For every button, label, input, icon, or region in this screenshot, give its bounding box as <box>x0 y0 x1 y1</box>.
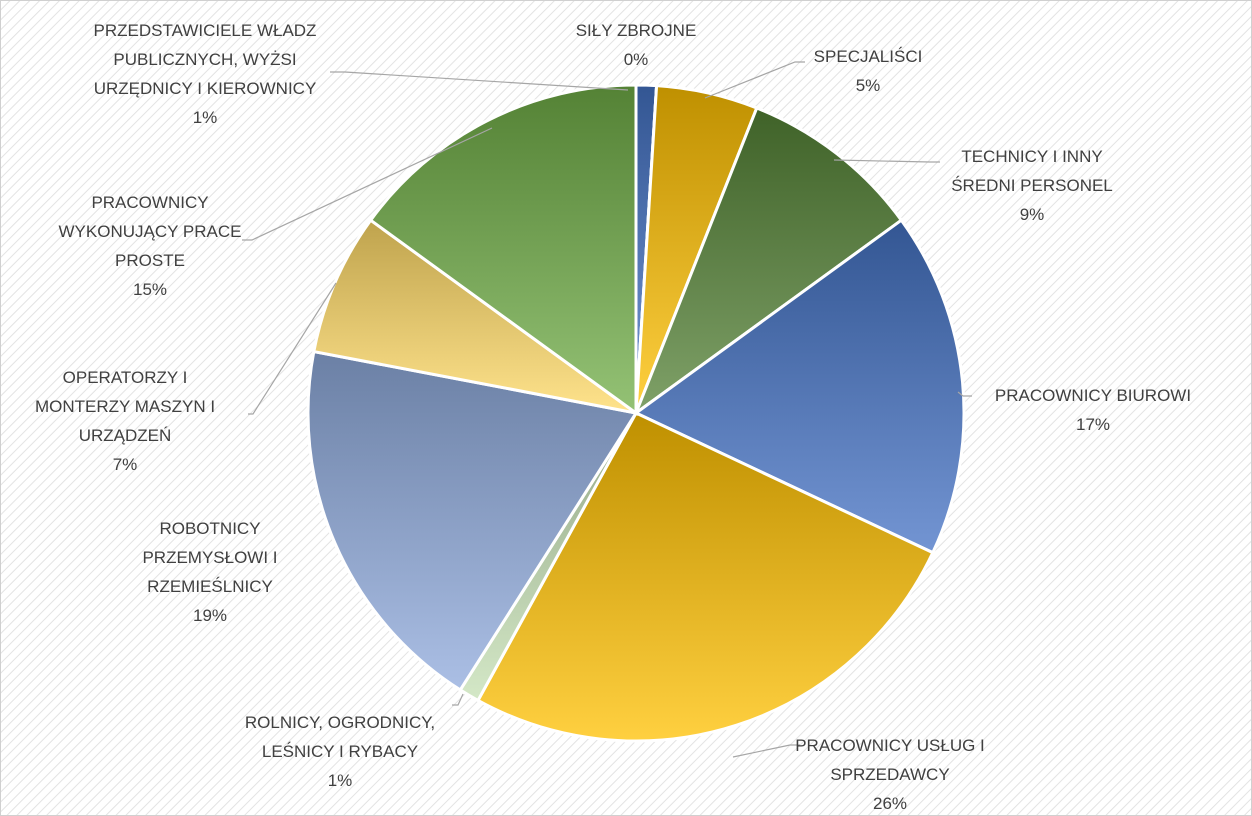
category-label: ROLNICY, OGRODNICY, LEŚNICY I RYBACY <box>244 713 436 761</box>
category-label: SIŁY ZBROJNE <box>575 21 697 40</box>
category-label: PRACOWNICY WYKONUJĄCY PRACE PROSTE <box>58 193 242 270</box>
data-label: TECHNICY I INNY ŚREDNI PERSONEL 9% <box>927 142 1137 229</box>
pie-slice <box>633 218 966 555</box>
category-label: TECHNICY I INNY ŚREDNI PERSONEL <box>951 147 1113 195</box>
data-label: PRACOWNICY BIUROWI 17% <box>963 381 1223 439</box>
value-label: 1% <box>327 771 353 790</box>
category-label: SPECJALIŚCI <box>813 47 923 66</box>
value-label: 26% <box>872 794 908 813</box>
value-label: 9% <box>1019 205 1045 224</box>
pie-slice <box>312 218 637 415</box>
category-label: ROBOTNICY PRZEMYSŁOWI I RZEMIEŚLNICY <box>142 519 278 596</box>
leader-lines <box>242 61 972 758</box>
value-label: 7% <box>112 455 138 474</box>
data-label: SPECJALIŚCI 5% <box>768 42 968 100</box>
value-label: 1% <box>192 108 218 127</box>
value-label: 15% <box>132 280 168 299</box>
data-label: PRACOWNICY USŁUG I SPRZEDAWCY 26% <box>775 731 1005 816</box>
pie-slice <box>368 83 638 416</box>
data-label: SIŁY ZBROJNE 0% <box>536 16 736 74</box>
category-label: PRACOWNICY USŁUG I SPRZEDAWCY <box>795 736 985 784</box>
pie-slice <box>632 106 904 418</box>
category-label: PRACOWNICY BIUROWI <box>994 386 1192 405</box>
data-label: PRACOWNICY WYKONUJĄCY PRACE PROSTE 15% <box>50 188 250 304</box>
data-label: ROLNICY, OGRODNICY, LEŚNICY I RYBACY 1% <box>215 708 465 795</box>
value-label: 17% <box>1075 415 1111 434</box>
data-label: ROBOTNICY PRZEMYSŁOWI I RZEMIEŚLNICY 19% <box>120 514 300 630</box>
value-label: 19% <box>192 606 228 625</box>
data-label: OPERATORZY I MONTERZY MASZYN I URZĄDZEŃ 7… <box>15 363 235 479</box>
pie-slice <box>306 349 639 693</box>
category-label: OPERATORZY I MONTERZY MASZYN I URZĄDZEŃ <box>34 368 216 445</box>
data-label: PRZEDSTAWICIELE WŁADZ PUBLICZNYCH, WYŻSI… <box>80 16 330 132</box>
value-label: 5% <box>855 76 881 95</box>
category-label: PRZEDSTAWICIELE WŁADZ PUBLICZNYCH, WYŻSI… <box>93 21 317 98</box>
value-label: 0% <box>623 50 649 69</box>
